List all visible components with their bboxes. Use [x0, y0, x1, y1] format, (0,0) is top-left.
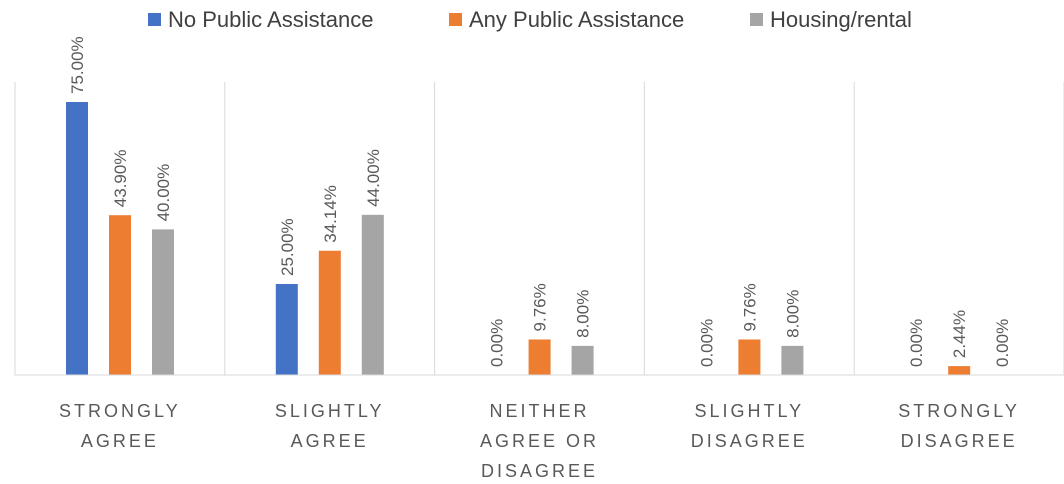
legend-swatch-1 [148, 13, 161, 26]
category-label-2-line-1: SLIGHTLY [275, 401, 385, 421]
legend: No Public Assistance Any Public Assistanc… [148, 7, 912, 32]
category-label-4-line-1: SLIGHTLY [694, 401, 804, 421]
data-label-s3-c3: 8.00% [574, 290, 593, 338]
data-label-s1-c1: 75.00% [68, 36, 87, 94]
bar-s2-c5 [948, 366, 971, 375]
category-label-3-line-3: DISAGREE [481, 461, 598, 481]
bar-s1-c2 [275, 284, 298, 375]
bar-s1-c1 [66, 102, 88, 375]
category-label-2-line-2: AGREE [291, 431, 369, 451]
legend-swatch-3 [750, 13, 763, 26]
data-label-s2-c5: 2.44% [950, 310, 969, 358]
data-label-s1-c4: 0.00% [697, 319, 716, 367]
category-label-3-line-1: NEITHER [489, 401, 589, 421]
bar-s3-c3 [571, 345, 594, 375]
category-label-4-line-2: DISAGREE [691, 431, 808, 451]
bar-s3-c4 [781, 345, 804, 375]
legend-label-3: Housing/rental [770, 7, 912, 32]
data-label-s3-c4: 8.00% [783, 290, 802, 338]
bar-s2-c3 [528, 339, 551, 375]
category-labels: STRONGLY AGREE SLIGHTLY AGREE NEITHER AGREE O… [59, 401, 1020, 481]
category-label-1-line-2: AGREE [81, 431, 159, 451]
data-label-s2-c3: 9.76% [531, 283, 550, 331]
data-label-s3-c2: 44.00% [364, 149, 383, 207]
data-label-s1-c3: 0.00% [488, 319, 507, 367]
category-label-5-line-1: STRONGLY [898, 401, 1020, 421]
legend-label-2: Any Public Assistance [469, 7, 684, 32]
data-label-s2-c4: 9.76% [740, 283, 759, 331]
bar-s2-c4 [738, 339, 761, 375]
bar-s2-c1 [109, 215, 131, 375]
data-label-s3-c1: 40.00% [154, 164, 173, 222]
data-label-s2-c2: 34.14% [321, 185, 340, 243]
data-label-s2-c1: 43.90% [111, 150, 130, 208]
bars [66, 102, 971, 375]
category-dividers [14, 82, 1064, 375]
data-label-s1-c5: 0.00% [907, 319, 926, 367]
data-label-s3-c5: 0.00% [993, 319, 1012, 367]
category-label-1-line-1: STRONGLY [59, 401, 181, 421]
data-label-s1-c2: 25.00% [278, 218, 297, 276]
legend-label-1: No Public Assistance [168, 7, 373, 32]
data-labels: 75.00% 43.90% 40.00% 25.00% 34.14% 44.00% 0.00… [68, 36, 1012, 367]
category-label-3-line-2: AGREE OR [480, 431, 599, 451]
legend-swatch-2 [449, 13, 462, 26]
category-label-5-line-2: DISAGREE [901, 431, 1018, 451]
bar-s3-c2 [361, 214, 384, 375]
bar-s2-c2 [318, 250, 341, 375]
bar-s3-c1 [152, 229, 174, 375]
